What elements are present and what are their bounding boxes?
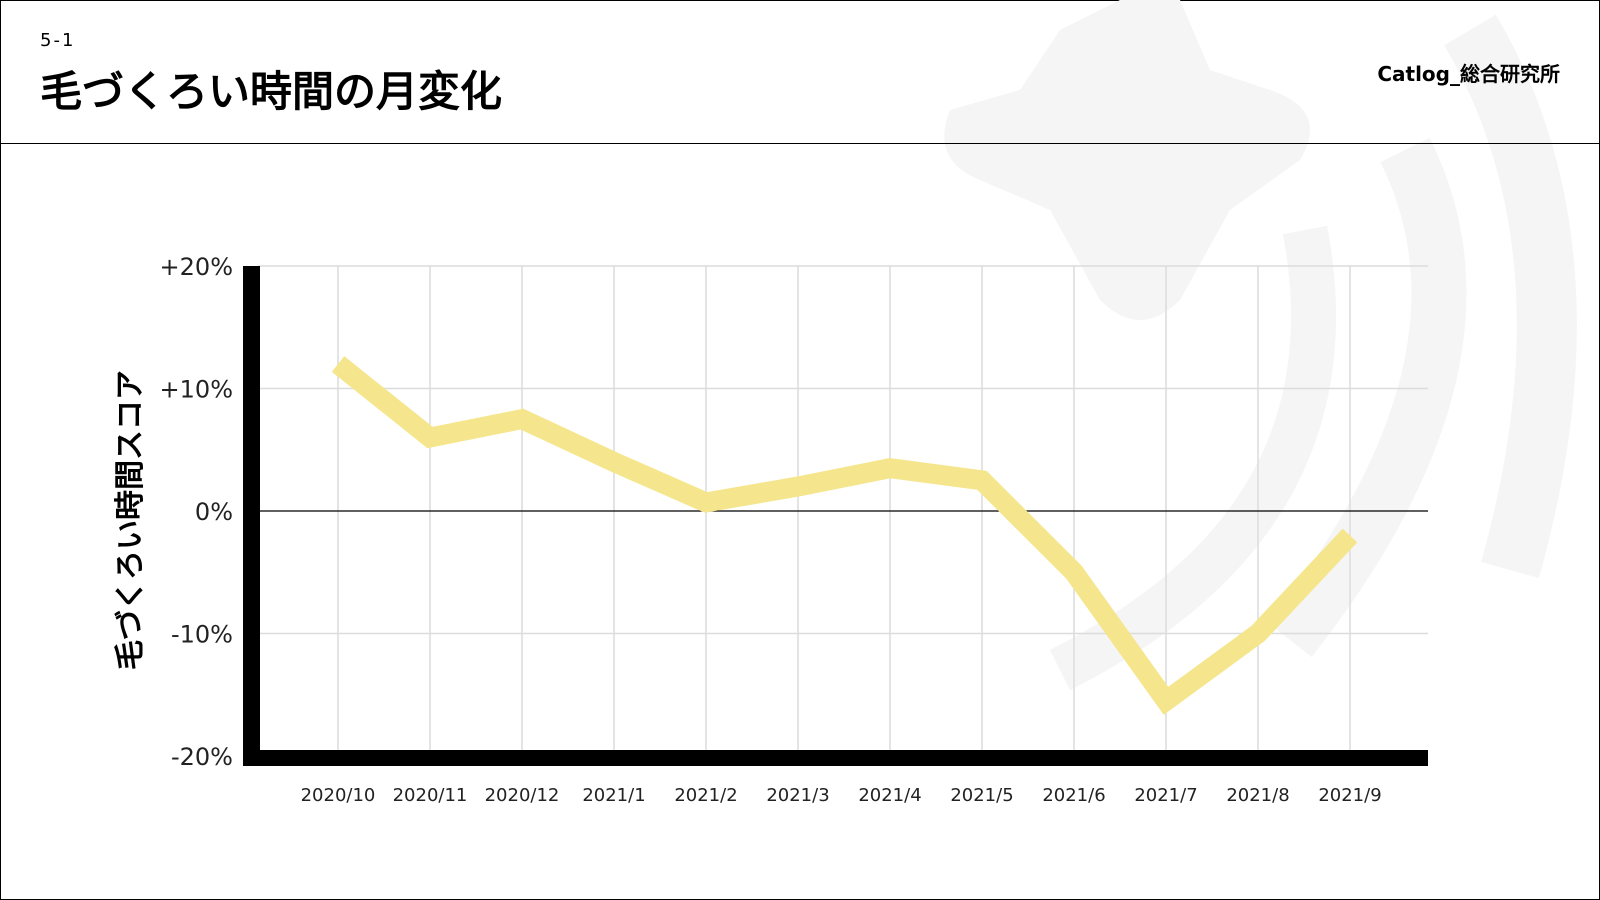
y-tick-label: +10%	[160, 376, 233, 404]
x-tick-label: 2021/3	[766, 785, 829, 806]
y-axis	[243, 266, 260, 766]
arc-outer	[1444, 14, 1577, 579]
brand-logo-text: Catlog_総合研究所	[1377, 62, 1560, 86]
x-tick-label: 2020/10	[301, 785, 376, 806]
series-line	[331, 356, 1358, 715]
x-tick-label: 2020/12	[485, 785, 560, 806]
x-tick-label: 2021/1	[582, 785, 645, 806]
arc-inner	[1049, 225, 1337, 691]
x-tick-label: 2021/2	[674, 785, 737, 806]
x-tick-label: 2021/6	[1042, 785, 1105, 806]
x-tick-label: 2020/11	[393, 785, 468, 806]
x-tick-label: 2021/8	[1226, 785, 1289, 806]
y-tick-label: -20%	[171, 743, 233, 771]
header-divider	[0, 143, 1600, 144]
star-shape	[944, 0, 1310, 320]
y-tick-label: -10%	[171, 621, 233, 649]
y-tick-label: 0%	[195, 498, 233, 526]
x-tick-label: 2021/4	[858, 785, 921, 806]
x-axis	[243, 750, 1428, 766]
page-title: 毛づくろい時間の月変化	[40, 67, 503, 116]
arc-middle	[1268, 137, 1467, 657]
y-tick-label: +20%	[160, 253, 233, 281]
y-axis-title: 毛づくろい時間スコア	[113, 370, 148, 670]
section-number: 5-1	[40, 30, 76, 51]
x-tick-label: 2021/5	[950, 785, 1013, 806]
x-tick-label: 2021/7	[1134, 785, 1197, 806]
x-tick-label: 2021/9	[1318, 785, 1381, 806]
